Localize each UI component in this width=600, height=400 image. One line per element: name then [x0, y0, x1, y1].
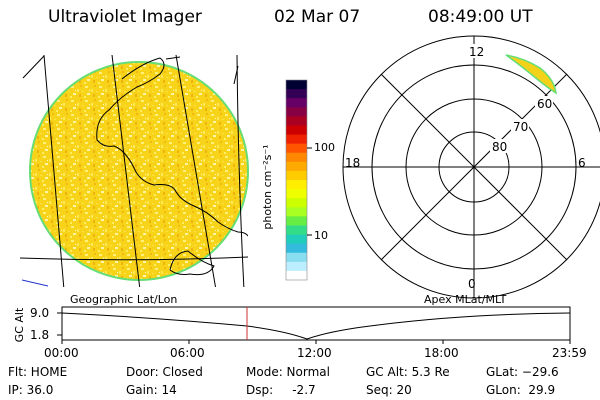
mlt-label-12: 12	[469, 45, 485, 59]
coastline	[233, 65, 239, 85]
colorbar-band	[286, 161, 307, 172]
longitude-line	[43, 54, 65, 287]
mlt-label-0: 0	[468, 277, 476, 291]
colorbar-band	[286, 170, 307, 181]
geo-panel-caption: Geographic Lat/Lon	[70, 293, 178, 306]
instrument-title: Ultraviolet Imager	[48, 7, 202, 27]
mlat-label-70: 70	[513, 120, 529, 134]
mlt-label-18: 18	[345, 156, 361, 170]
time-tick-0000: 00:00	[44, 346, 79, 360]
status-mode: Mode: Normal	[246, 365, 330, 379]
colorbar-band	[286, 216, 307, 226]
colorbar-band	[286, 270, 307, 281]
colorbar-band	[286, 89, 307, 99]
colorbar-band	[286, 152, 307, 163]
colorbar-band	[286, 180, 307, 190]
colorbar-tick-100: 100	[314, 141, 335, 154]
status-flt: Flt: HOME	[8, 365, 68, 379]
colorbar-band	[286, 225, 307, 236]
time-tick-1200: 12:00	[297, 346, 332, 360]
longitude-line	[236, 54, 245, 287]
colorbar-band	[286, 116, 307, 126]
coastline	[169, 250, 215, 276]
time-tick-1800: 18:00	[424, 346, 459, 360]
coastline	[22, 55, 45, 79]
time-tick-2359: 23:59	[552, 346, 587, 360]
status-gain: Gain: 14	[126, 383, 177, 397]
mlat-label-60: 60	[537, 97, 553, 111]
time-tick-0600: 06:00	[170, 346, 205, 360]
status-seq: Seq: 20	[366, 383, 412, 397]
status-ip: IP: 36.0	[8, 383, 54, 397]
mlat-label-80: 80	[492, 140, 508, 154]
colorbar-band	[286, 252, 307, 263]
image-time: 08:49:00 UT	[428, 7, 533, 27]
colorbar-band	[286, 107, 307, 117]
status-glon: GLon: 29.9	[486, 383, 556, 397]
colorbar-band	[286, 261, 307, 272]
polar-panel-caption: Apex MLat/MLT	[424, 293, 507, 306]
gc-altitude-curve	[61, 312, 571, 340]
coastline-blue	[21, 279, 49, 287]
colorbar-band	[286, 134, 307, 145]
longitude-line	[175, 54, 217, 287]
coastline	[96, 57, 248, 237]
colorbar-band	[286, 98, 307, 108]
colorbar-band	[286, 143, 307, 154]
status-door: Door: Closed	[126, 365, 203, 379]
image-date: 02 Mar 07	[274, 7, 361, 27]
status-gc-alt: GC Alt: 5.3 Re	[366, 365, 450, 379]
timeline-ytick-1.8: 1.8	[30, 328, 50, 342]
status-dsp: Dsp: -2.7	[246, 383, 316, 397]
colorbar-band	[286, 189, 307, 199]
colorbar-band	[286, 207, 307, 217]
colorbar-band	[286, 198, 307, 208]
status-glat: GLat: −29.6	[486, 365, 559, 379]
colorbar-band	[286, 125, 307, 136]
mlt-label-6: 6	[578, 156, 586, 170]
longitude-line	[111, 54, 141, 287]
colorbar-band	[286, 80, 307, 90]
polar-emission-patch	[505, 54, 557, 95]
coastline	[165, 56, 181, 60]
colorbar-band	[286, 234, 307, 245]
latitude-line	[20, 256, 248, 261]
colorbar-band	[286, 243, 307, 254]
colorbar-tick-10: 10	[314, 229, 328, 242]
timeline-ytick-9.0: 9.0	[30, 306, 50, 320]
timeline-axis-label: GC Alt	[13, 307, 26, 343]
